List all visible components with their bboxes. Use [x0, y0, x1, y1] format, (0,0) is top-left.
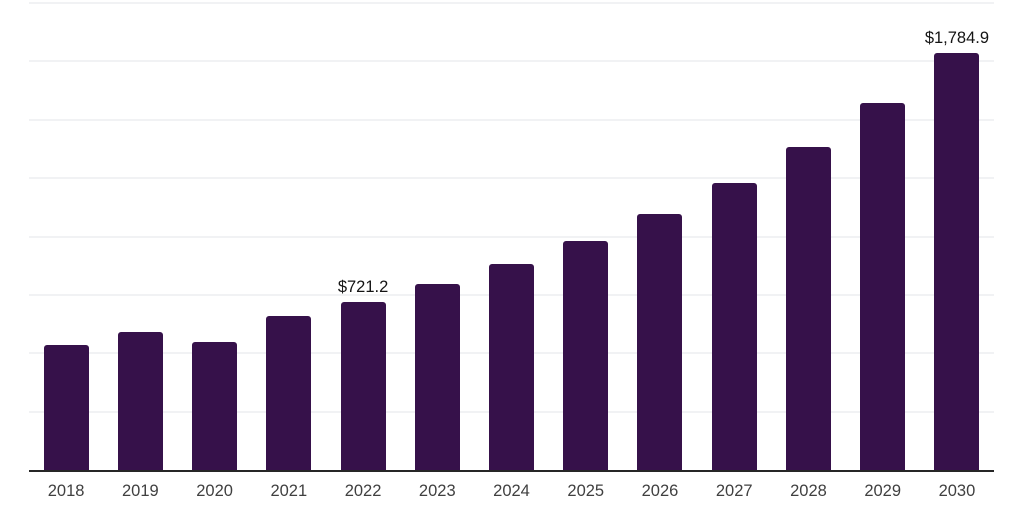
bar-column-2026	[623, 3, 697, 470]
x-tick-2026: 2026	[641, 482, 679, 500]
bar-column-2021	[252, 3, 326, 470]
x-tick-2024: 2024	[493, 482, 530, 500]
x-tick-2022: 2022	[344, 482, 382, 500]
bar-2026	[637, 214, 683, 470]
bar-column-2020	[177, 3, 251, 470]
x-tick-2021: 2021	[270, 482, 308, 500]
x-axis: 2018 2019 2020 2021 2022 2023 2024 2025 2026 2027…	[29, 482, 994, 500]
data-label-2030: $1,784.9	[924, 29, 990, 48]
bar-2030	[934, 53, 980, 470]
gridline	[29, 235, 994, 238]
bar-2020	[192, 342, 238, 470]
bar-2018	[43, 345, 89, 470]
bar-2025	[563, 240, 609, 470]
gridline	[29, 2, 994, 4]
bar-2022	[340, 301, 386, 470]
data-label-2022: $721.2	[337, 277, 389, 296]
x-tick-2027: 2027	[715, 482, 753, 500]
bar-column-2023	[400, 3, 474, 470]
gridline	[29, 118, 994, 121]
x-tick-2029: 2029	[864, 482, 902, 500]
bar-column-2019	[103, 3, 177, 470]
bar-column-2018	[29, 3, 103, 470]
gridline	[29, 60, 994, 63]
bar-2027	[711, 183, 757, 470]
x-tick-2019: 2019	[121, 482, 159, 500]
x-tick-2023: 2023	[418, 482, 456, 500]
bar-column-2028	[771, 3, 845, 470]
x-tick-2020: 2020	[196, 482, 233, 500]
bar-column-2025	[549, 3, 623, 470]
bar-2024	[489, 263, 535, 470]
bar-series: $721.2 $1,784.9	[29, 3, 994, 470]
bar-2023	[414, 284, 460, 470]
bar-column-2024	[474, 3, 548, 470]
bar-column-2030: $1,784.9	[920, 3, 994, 470]
x-tick-2025: 2025	[567, 482, 605, 500]
bar-column-2029	[846, 3, 920, 470]
bar-column-2027	[697, 3, 771, 470]
bar-2029	[860, 103, 906, 470]
bar-2019	[117, 332, 163, 470]
x-tick-2030: 2030	[938, 482, 976, 500]
bar-2028	[785, 147, 831, 470]
x-tick-2018: 2018	[47, 482, 85, 500]
bar-2021	[266, 316, 312, 470]
gridline	[29, 177, 994, 180]
x-tick-2028: 2028	[790, 482, 827, 500]
bar-column-2022: $721.2	[326, 3, 400, 470]
plot-area: $721.2 $1,784.9	[29, 2, 994, 472]
